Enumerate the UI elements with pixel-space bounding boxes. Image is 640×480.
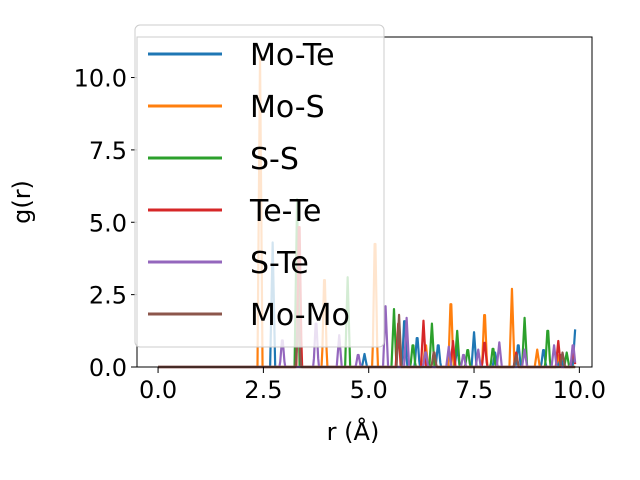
legend-label: Mo-Te [250, 38, 335, 73]
x-tick-label: 10.0 [553, 376, 606, 404]
legend-label: Te-Te [249, 194, 321, 229]
legend-label: Mo-S [250, 90, 325, 125]
y-tick-label: 0.0 [89, 354, 127, 382]
x-tick-label: 2.5 [244, 376, 282, 404]
x-axis-label: r (Å) [327, 417, 380, 446]
x-tick-label: 5.0 [350, 376, 388, 404]
x-tick-label: 0.0 [139, 376, 177, 404]
y-tick-label: 7.5 [89, 137, 127, 165]
y-tick-label: 5.0 [89, 209, 127, 237]
legend-label: S-Te [250, 246, 309, 281]
y-axis-label: g(r) [8, 180, 36, 224]
x-axis: 0.0 2.5 5.0 7.5 10.0 [139, 367, 606, 404]
legend-label: Mo-Mo [250, 298, 350, 333]
legend-label: S-S [250, 142, 299, 177]
legend: Mo-Te Mo-S S-S Te-Te S-Te Mo-Mo [134, 24, 385, 348]
x-tick-label: 7.5 [455, 376, 493, 404]
y-tick-label: 2.5 [89, 282, 127, 310]
y-axis: 0.0 2.5 5.0 7.5 10.0 [74, 65, 137, 382]
y-tick-label: 10.0 [74, 65, 127, 93]
